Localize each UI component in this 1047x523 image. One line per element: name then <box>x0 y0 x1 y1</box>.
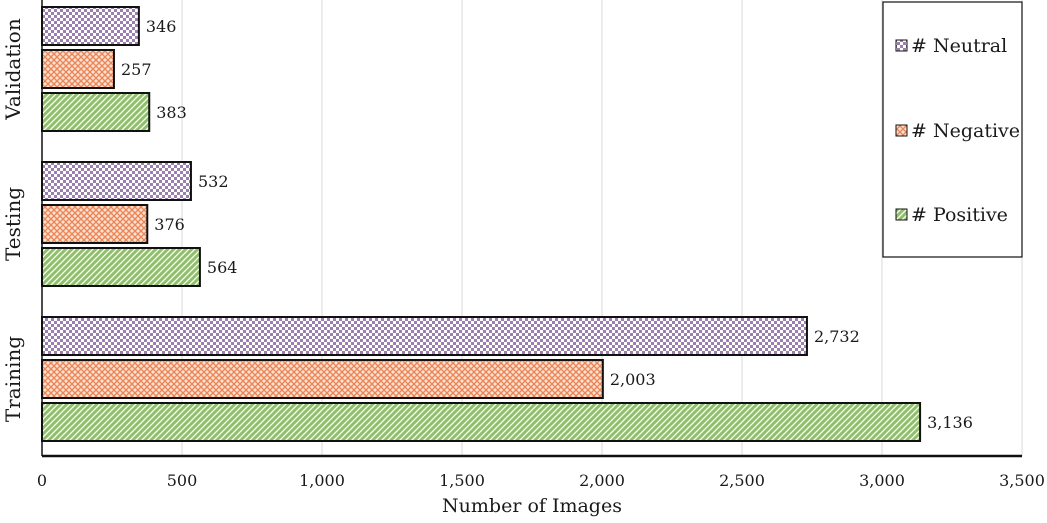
legend-swatch-negative <box>895 124 908 137</box>
data-label-validation-negative: 257 <box>121 60 152 79</box>
bar-testing-neutral <box>41 161 192 201</box>
data-label-testing-positive: 564 <box>207 258 238 277</box>
x-tick-label-2500: 2,500 <box>719 471 765 490</box>
y-category-label-testing: Testing <box>1 187 25 261</box>
legend: # Neutral # Negative # Positive <box>882 1 1023 258</box>
data-label-validation-neutral: 346 <box>146 17 177 36</box>
bar-validation-neutral <box>41 6 140 46</box>
bar-validation-negative <box>41 49 115 89</box>
data-label-training-positive: 3,136 <box>927 413 973 432</box>
legend-swatch-positive <box>895 208 908 221</box>
bar-training-positive <box>41 402 922 442</box>
legend-label-negative: # Negative <box>911 120 1020 142</box>
data-label-training-negative: 2,003 <box>610 370 656 389</box>
bar-group-training: 2,732 2,003 3,136 <box>41 316 973 442</box>
bar-training-negative <box>41 359 604 399</box>
bar-group-validation: 346 257 383 <box>41 6 187 132</box>
axes: 0 500 1,000 1,500 2,000 2,500 3,000 3,500 Valida… <box>1 0 1045 490</box>
bar-training-neutral <box>41 316 808 356</box>
x-axis-title: Number of Images <box>442 495 622 517</box>
legend-label-neutral: # Neutral <box>911 35 1007 57</box>
data-label-testing-negative: 376 <box>154 215 185 234</box>
legend-label-positive: # Positive <box>911 204 1008 226</box>
legend-swatch-neutral <box>895 39 908 52</box>
x-tick-label-1000: 1,000 <box>299 471 345 490</box>
x-tick-label-3000: 3,000 <box>859 471 905 490</box>
bar-testing-positive <box>41 247 201 287</box>
bar-group-testing: 532 376 564 <box>41 161 238 287</box>
x-tick-label-0: 0 <box>37 471 47 490</box>
data-label-testing-neutral: 532 <box>198 172 229 191</box>
bars: 346 257 383 532 376 564 2,732 2,003 3,136 <box>41 6 973 442</box>
bar-validation-positive <box>41 92 151 132</box>
data-label-training-neutral: 2,732 <box>814 327 860 346</box>
y-category-label-training: Training <box>1 336 25 422</box>
data-label-validation-positive: 383 <box>156 103 187 122</box>
x-tick-label-2000: 2,000 <box>579 471 625 490</box>
y-category-label-validation: Validation <box>1 18 25 121</box>
x-tick-label-1500: 1,500 <box>439 471 485 490</box>
x-tick-label-500: 500 <box>167 471 198 490</box>
bar-testing-negative <box>41 204 149 244</box>
x-tick-label-3500: 3,500 <box>999 471 1045 490</box>
